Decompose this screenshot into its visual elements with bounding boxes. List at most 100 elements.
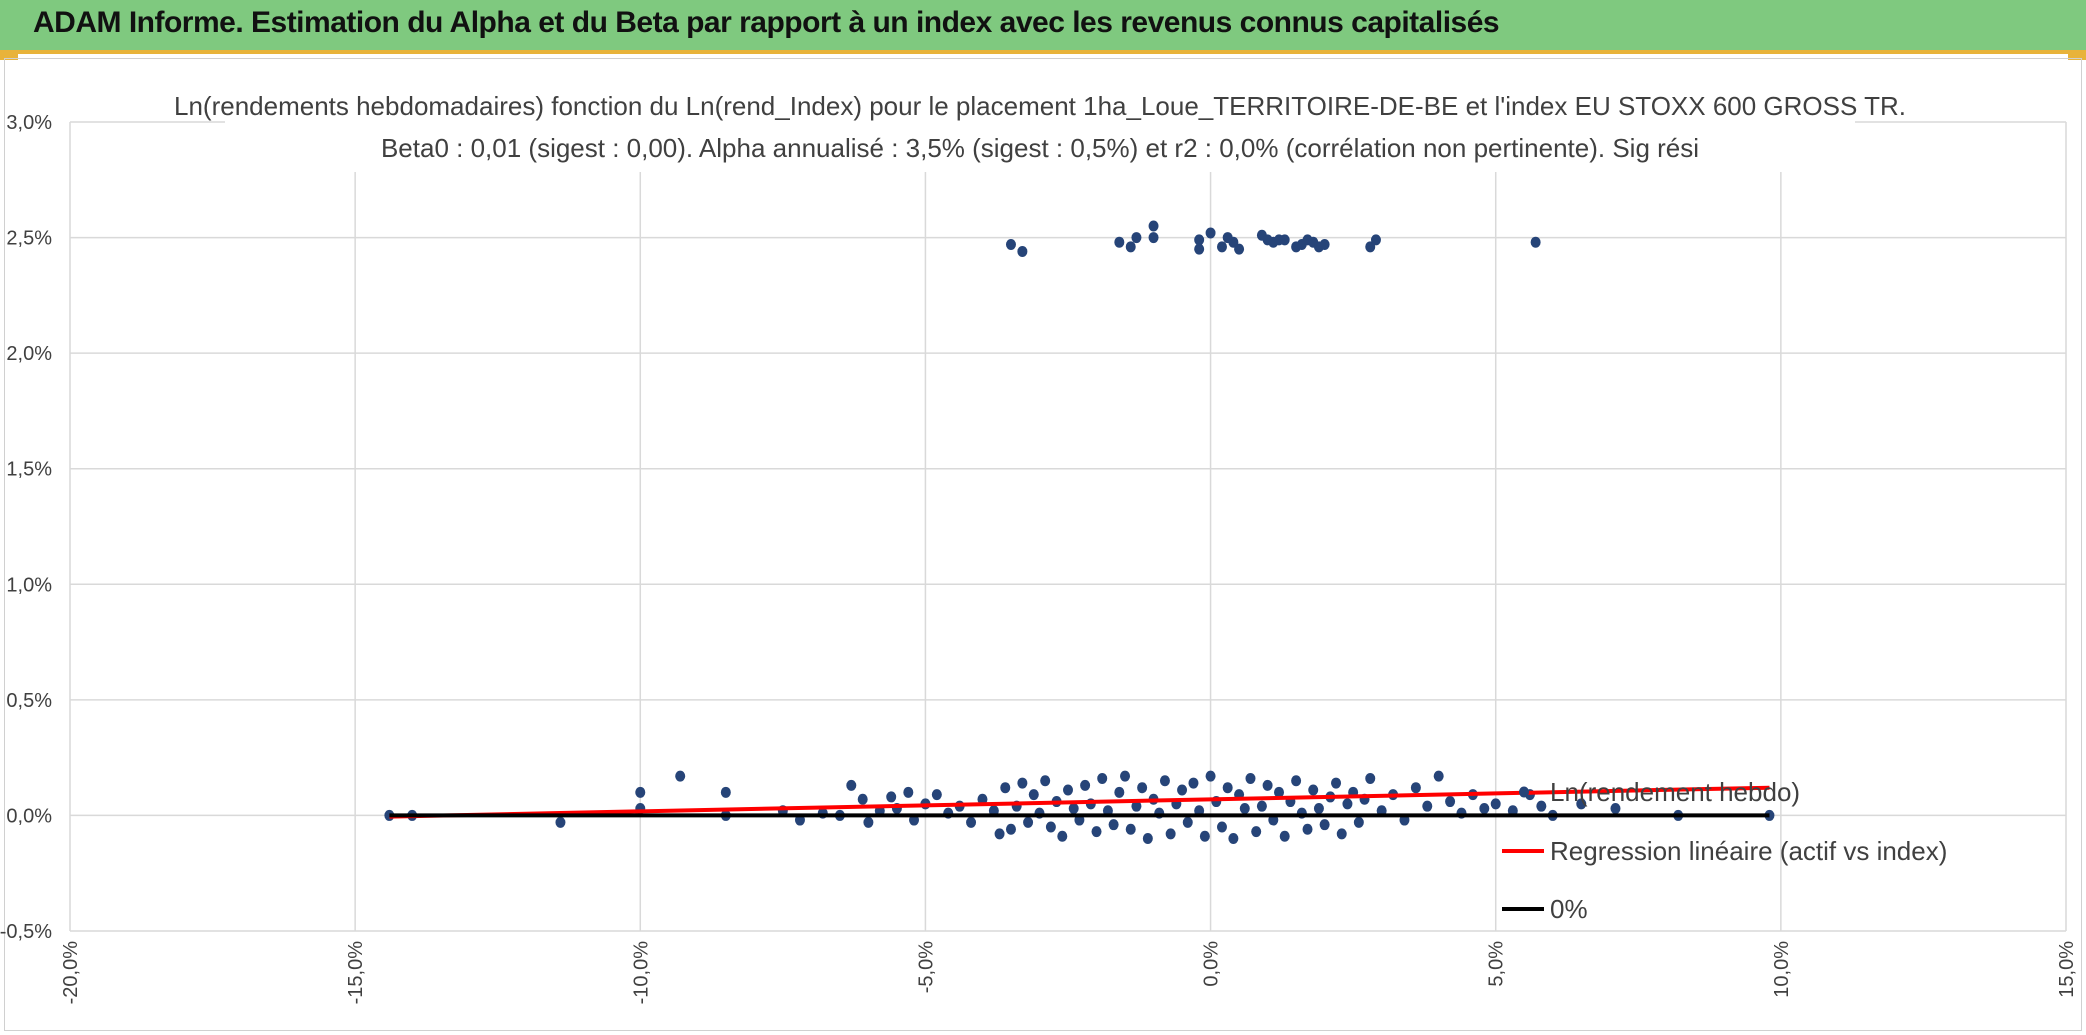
data-point — [675, 770, 686, 782]
data-point — [1177, 784, 1188, 796]
data-point — [1125, 241, 1136, 253]
data-point — [555, 816, 566, 828]
data-point — [1005, 823, 1016, 835]
x-tick-label: 0,0% — [1201, 941, 1223, 987]
data-point — [1017, 245, 1028, 257]
series-layer — [384, 220, 1775, 845]
x-tick-label: 15,0% — [2056, 941, 2078, 998]
data-point — [863, 816, 874, 828]
data-point — [1120, 770, 1131, 782]
data-point — [1028, 789, 1039, 801]
y-tick-label: 0,5% — [6, 690, 52, 712]
data-point — [1091, 826, 1102, 838]
y-tick-label: 1,5% — [6, 459, 52, 481]
x-tick-label: 10,0% — [1771, 941, 1793, 998]
regression-line — [389, 785, 1770, 819]
x-tick-label: -5,0% — [915, 941, 937, 993]
data-point — [1313, 802, 1324, 814]
data-point — [1205, 227, 1216, 239]
data-point — [1479, 802, 1490, 814]
legend-label-points: Ln(rendement hebdo) — [1550, 777, 1800, 807]
legend-marker-points — [1519, 786, 1529, 798]
x-tick-label: 5,0% — [1486, 941, 1508, 987]
data-point — [1040, 775, 1051, 787]
data-point — [1530, 236, 1541, 248]
data-point — [1005, 239, 1016, 251]
data-point — [1182, 816, 1193, 828]
data-point — [846, 779, 857, 791]
data-point — [1610, 802, 1621, 814]
data-point — [1370, 234, 1381, 246]
data-point — [977, 793, 988, 805]
data-point — [1148, 232, 1159, 244]
data-point — [1274, 786, 1285, 798]
data-point — [1319, 239, 1330, 251]
data-point — [1576, 798, 1587, 810]
data-point — [1137, 782, 1148, 794]
tick-labels: -20,0% -15,0% -10,0% -5,0% 0,0% 5,0% 10,0% 15,0… — [0, 112, 2078, 1004]
y-tick-label: 1,0% — [6, 574, 52, 596]
data-point — [1245, 772, 1256, 784]
data-point — [966, 816, 977, 828]
data-point — [1125, 823, 1136, 835]
y-tick-label: 2,0% — [6, 343, 52, 365]
data-point — [1194, 234, 1205, 246]
data-point — [1063, 784, 1073, 796]
data-point — [1080, 779, 1091, 791]
data-point — [1291, 775, 1302, 787]
data-point — [1222, 782, 1233, 794]
x-tick-label: -15,0% — [345, 941, 367, 1005]
data-point — [1251, 826, 1262, 838]
chart-title-background — [225, 82, 1855, 172]
data-point — [994, 828, 1005, 840]
data-point — [1422, 800, 1433, 812]
data-point — [931, 789, 942, 801]
data-point — [1159, 775, 1170, 787]
data-point — [1000, 782, 1011, 794]
data-point — [1302, 823, 1313, 835]
page-title: ADAM Informe. Estimation du Alpha et du … — [33, 6, 1500, 39]
data-point — [1114, 236, 1125, 248]
chart-title-line-2: Beta0 : 0,01 (sigest : 0,00). Alpha annu… — [381, 133, 1699, 163]
data-point — [1279, 234, 1290, 246]
x-tick-label: -20,0% — [60, 941, 82, 1005]
data-point — [1536, 800, 1547, 812]
data-point — [1262, 779, 1273, 791]
data-point — [1097, 772, 1108, 784]
data-point — [1342, 798, 1353, 810]
corner-marker-left — [0, 52, 18, 60]
data-point — [1205, 770, 1216, 782]
data-point — [1410, 782, 1421, 794]
data-point — [1131, 800, 1142, 812]
data-point — [1239, 802, 1250, 814]
data-point — [1194, 243, 1205, 255]
data-point — [903, 786, 914, 798]
data-point — [1336, 828, 1347, 840]
data-point — [1188, 777, 1199, 789]
grid-layer — [69, 121, 2067, 932]
x-tick-label: -10,0% — [630, 941, 652, 1005]
legend-label-regression: Regression linéaire (actif vs index) — [1550, 836, 1947, 866]
data-point — [1353, 816, 1364, 828]
data-point — [1308, 784, 1319, 796]
data-point — [1365, 772, 1376, 784]
data-point — [1108, 819, 1119, 831]
data-point — [1068, 802, 1079, 814]
data-point — [1023, 816, 1034, 828]
data-point — [1433, 770, 1444, 782]
data-point — [1228, 833, 1239, 845]
data-point — [886, 791, 897, 803]
data-point — [857, 793, 868, 805]
data-point — [1279, 830, 1290, 842]
data-point — [1331, 777, 1342, 789]
y-tick-label: 3,0% — [6, 112, 52, 134]
data-point — [1045, 821, 1056, 833]
data-point — [1114, 786, 1125, 798]
data-point — [1142, 833, 1153, 845]
chart-title-line-1: Ln(rendements hebdomadaires) fonction du… — [174, 91, 1906, 121]
chart-title-group: Ln(rendements hebdomadaires) fonction du… — [174, 82, 1906, 172]
data-point — [1057, 830, 1068, 842]
y-tick-label: -0,5% — [0, 921, 52, 943]
